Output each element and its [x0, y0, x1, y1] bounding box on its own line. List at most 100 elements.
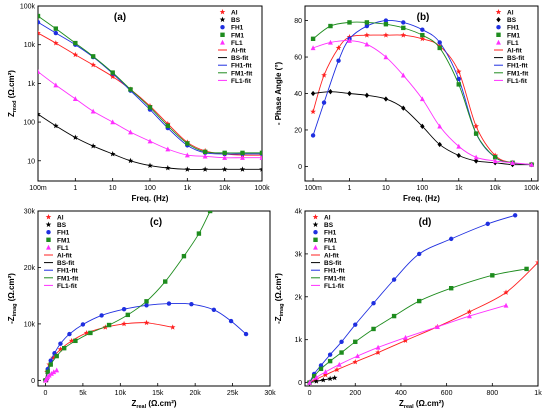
legend-label: Al	[57, 215, 64, 222]
data-point-Al	[57, 346, 64, 352]
data-point-Al	[83, 329, 90, 336]
fit-line-FL1	[309, 304, 507, 383]
data-point-BS	[437, 141, 442, 148]
data-point-BS	[239, 166, 246, 172]
data-point-BS	[383, 96, 389, 102]
data-point-BS	[401, 105, 406, 111]
data-point-BS	[164, 165, 171, 171]
data-point-Al	[321, 72, 327, 78]
data-point-BS	[127, 157, 134, 164]
data-point-BS	[90, 143, 96, 149]
data-point-FH1	[38, 20, 41, 25]
data-point-FL1	[403, 334, 408, 340]
data-point-BS	[147, 162, 153, 169]
data-point-FL1	[437, 123, 443, 129]
data-point-BS	[456, 152, 461, 159]
data-point-FL1	[38, 69, 41, 74]
data-point-FH1	[48, 358, 53, 363]
x-axis-label: Freq. (Hz)	[132, 194, 169, 203]
fit-line-Al	[45, 322, 173, 381]
y-axis-label-main: - Phase Angle (°)	[274, 61, 283, 125]
data-point-FM1	[401, 25, 406, 31]
x-axis-label-unit: (Ω.cm²)	[414, 399, 445, 408]
data-point-FM1	[347, 20, 352, 25]
data-point-FL1	[51, 369, 57, 375]
legend-label: Al-fit	[57, 253, 73, 260]
data-point-FL1	[128, 129, 133, 135]
data-point-Al	[169, 324, 176, 330]
data-point-FM1	[125, 312, 131, 318]
legend-label: Al-fit	[231, 48, 247, 55]
data-point-FL1	[259, 155, 262, 160]
data-point-Al	[383, 32, 389, 38]
fit-line-FM1	[45, 211, 211, 381]
data-point-BS	[327, 375, 333, 382]
data-point-FL1	[364, 41, 370, 47]
data-point-FM1	[364, 20, 370, 25]
x-tick-label: 1k	[184, 185, 192, 192]
x-tick-label: 100m	[29, 185, 47, 192]
data-point-FH1	[336, 58, 341, 63]
legend-label: Al	[324, 215, 331, 222]
x-tick-label: 1k	[534, 390, 542, 397]
data-point-FL1	[49, 370, 54, 376]
legend-label: FM1	[57, 237, 70, 244]
data-point-Al	[352, 359, 359, 365]
x-tick-label: 100	[144, 185, 156, 192]
legend-marker-FH1	[313, 230, 318, 235]
legend-marker-BS	[312, 221, 319, 227]
data-point-FH1	[417, 251, 422, 257]
panel-label: (b)	[417, 12, 430, 23]
data-point-Al	[535, 259, 538, 265]
data-point-FM1	[456, 82, 461, 87]
panel-a: 100m 1 10 100 1k 10k 100k 10 100 1k 10k 100k Freq. (…	[7, 4, 270, 204]
legend-label: FL1	[324, 245, 336, 252]
plot-frame	[304, 5, 539, 182]
data-point-Al	[402, 337, 409, 343]
data-layer	[310, 18, 535, 168]
x-tick-label: 100k	[524, 185, 540, 192]
legend-label: FM1-fit	[507, 70, 529, 77]
data-point-FL1	[419, 96, 425, 102]
data-point-FM1	[61, 345, 67, 351]
data-point-FM1	[339, 350, 344, 355]
data-layer	[42, 211, 249, 383]
legend-label: Al-fit	[324, 253, 340, 260]
legend-marker-Al	[219, 9, 226, 15]
legend-label: BS-fit	[507, 55, 525, 62]
legend-label: BS-fit	[231, 55, 249, 62]
legend-label: FM1-fit	[231, 70, 253, 77]
legend-marker-FL1	[496, 39, 501, 45]
y-tick-label: 3k	[295, 251, 303, 258]
data-layer	[38, 13, 262, 172]
y-axis-label-unit: (Ω.cm²)	[7, 70, 16, 101]
x-tick-label: 0	[308, 390, 312, 397]
y-axis-label-sub: imag	[12, 304, 18, 317]
data-point-FL1	[383, 54, 389, 60]
data-point-FH1	[321, 100, 327, 105]
x-tick-label: 1	[348, 185, 352, 192]
legend-label: FL1	[57, 245, 69, 252]
legend-marker-FL1	[220, 39, 225, 45]
data-point-FL1	[184, 152, 190, 158]
data-point-FH1	[228, 318, 234, 324]
data-point-FH1	[243, 331, 249, 337]
x-tick-label: 25k	[227, 390, 239, 397]
data-point-FH1	[339, 339, 344, 345]
legend-label: FH1-fit	[57, 268, 78, 275]
y-tick-label: 10k	[24, 321, 36, 328]
data-point-FM1	[144, 299, 149, 304]
x-axis-label-sub: real	[136, 404, 146, 410]
data-point-FH1	[437, 40, 442, 45]
y-tick-label: 10	[27, 158, 35, 165]
data-point-FH1	[121, 307, 127, 312]
legend-label: FL1-fit	[507, 78, 528, 85]
legend-label: FH1	[507, 25, 520, 32]
data-point-FM1	[371, 326, 376, 332]
legend-label: FL1	[507, 40, 519, 47]
legend-label: FH1	[324, 230, 337, 237]
x-tick-label: 10k	[219, 185, 231, 192]
legend-marker-BS	[45, 221, 52, 227]
x-tick-label: 800	[486, 390, 498, 397]
data-point-FH1	[512, 213, 518, 218]
